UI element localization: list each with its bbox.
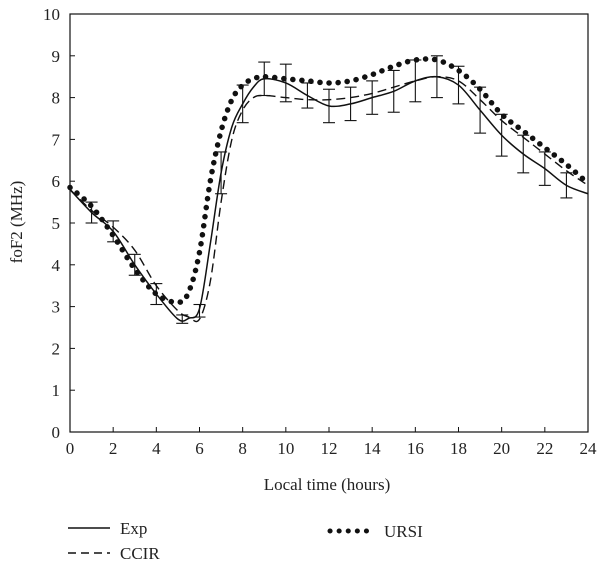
x-tick-label: 20 [493,439,510,458]
x-tick-label: 18 [450,439,467,458]
y-tick-label: 5 [52,214,61,233]
y-tick-label: 8 [52,89,61,108]
x-tick-label: 2 [109,439,118,458]
y-tick-label: 6 [52,172,61,191]
series-line-exp [69,75,589,322]
x-tick-label: 16 [407,439,424,458]
series-line-ccir [69,75,589,323]
x-tick-label: 10 [277,439,294,458]
y-axis-title: foF2 (MHz) [7,181,26,264]
y-axis-ticks: 0 1 2 3 4 5 6 7 8 9 10 [43,5,75,442]
error-bars [85,55,573,324]
legend-label-exp: Exp [120,519,147,538]
legend: Exp CCIR URSI [68,519,423,563]
y-tick-label: 7 [52,130,61,149]
x-axis-title: Local time (hours) [264,475,391,494]
series-line-ursi [67,56,591,306]
x-tick-label: 8 [238,439,247,458]
x-tick-label: 12 [321,439,338,458]
x-tick-label: 6 [195,439,204,458]
y-tick-label: 9 [52,47,61,66]
x-tick-label: 14 [364,439,382,458]
x-tick-label: 24 [580,439,598,458]
y-tick-label: 3 [52,298,61,317]
y-tick-label: 10 [43,5,60,24]
y-tick-label: 4 [52,256,61,275]
plot-frame [69,13,589,433]
legend-label-ccir: CCIR [120,544,160,563]
y-tick-label: 2 [52,339,61,358]
x-tick-label: 22 [536,439,553,458]
x-axis-ticks: 0 2 4 6 8 10 12 14 16 18 20 22 24 [66,427,597,458]
x-tick-label: 4 [152,439,161,458]
legend-label-ursi: URSI [384,522,423,541]
y-tick-label: 1 [52,381,61,400]
x-tick-label: 0 [66,439,75,458]
series-lines [67,56,591,323]
y-tick-label: 0 [52,423,61,442]
plot-border [69,13,589,433]
